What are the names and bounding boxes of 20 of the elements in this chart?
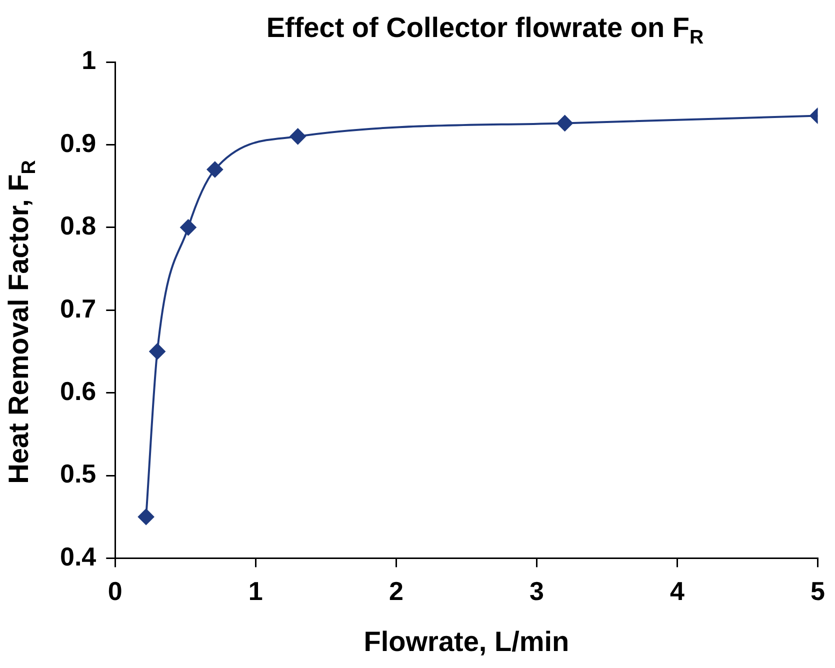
y-tick-label: 0.5 (60, 458, 96, 489)
y-tick-label: 0.8 (60, 210, 96, 241)
x-tick-label: 0 (108, 576, 122, 606)
y-tick-label: 0.9 (60, 128, 96, 158)
point (149, 343, 166, 360)
point (206, 162, 223, 178)
x-tick-label: 1 (248, 576, 263, 606)
point (180, 219, 196, 236)
x-tick-label: 3 (529, 576, 544, 606)
y-tick-label: 1 (82, 45, 96, 76)
chart-title: Effect of Collector flowrate on F$_{R}$ (265, 12, 705, 50)
x-tick-label: 4 (670, 576, 686, 606)
x-axis-title: Flowrate, L/min (364, 626, 570, 657)
y-tick-label: 0.7 (60, 293, 96, 324)
x-tick-label: 5 (810, 576, 826, 606)
point (290, 128, 306, 144)
point (138, 508, 154, 525)
x-tick-label: 2 (388, 576, 404, 606)
y-tick-label: 0.4 (60, 541, 97, 572)
y-tick-label: 0.6 (60, 376, 96, 406)
